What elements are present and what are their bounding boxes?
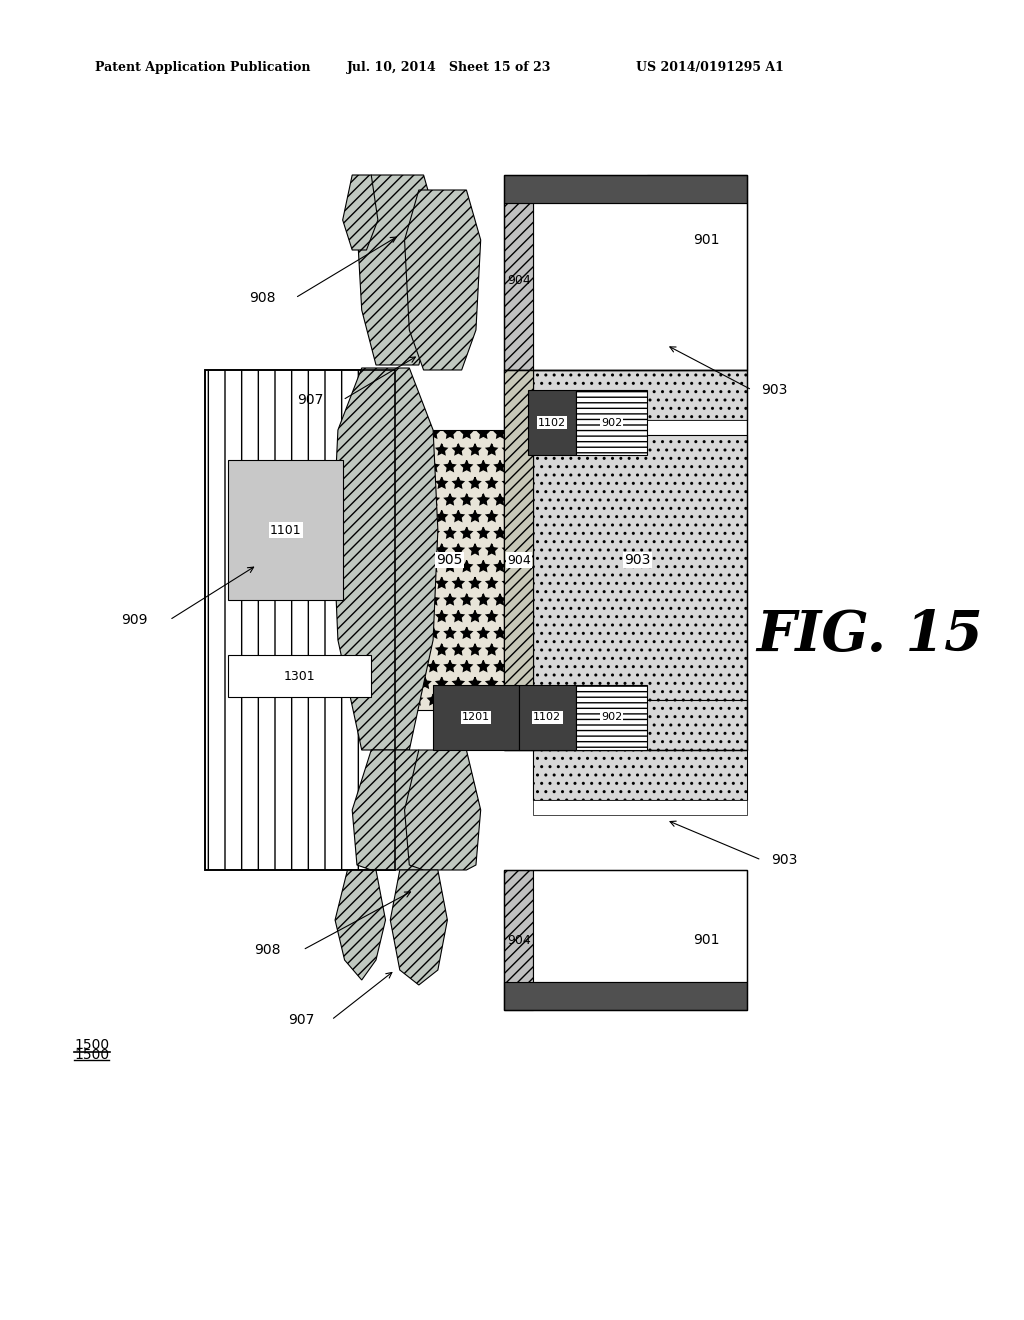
Bar — [519, 685, 575, 750]
Text: US 2014/0191295 A1: US 2014/0191295 A1 — [636, 62, 783, 74]
Text: 902: 902 — [601, 417, 623, 428]
Bar — [534, 700, 748, 750]
Bar — [534, 870, 748, 982]
Text: 904: 904 — [507, 933, 530, 946]
Text: 909: 909 — [121, 612, 147, 627]
Text: 908: 908 — [250, 290, 276, 305]
Bar — [505, 370, 748, 750]
Bar — [534, 203, 748, 370]
Bar — [505, 982, 748, 1010]
Text: 907: 907 — [297, 393, 324, 407]
Bar — [534, 420, 748, 436]
Bar — [505, 176, 748, 370]
Text: 904: 904 — [507, 553, 530, 566]
Polygon shape — [352, 750, 433, 870]
Text: 903: 903 — [762, 383, 787, 397]
Bar — [534, 370, 748, 420]
Bar — [534, 800, 748, 814]
Polygon shape — [404, 750, 480, 870]
Bar — [205, 370, 395, 870]
Polygon shape — [333, 368, 438, 750]
Bar — [575, 685, 647, 750]
Text: 1101: 1101 — [269, 524, 301, 536]
Bar — [205, 370, 395, 870]
Bar — [505, 370, 534, 750]
Text: 1500: 1500 — [75, 1038, 110, 1052]
Text: Jul. 10, 2014   Sheet 15 of 23: Jul. 10, 2014 Sheet 15 of 23 — [347, 62, 552, 74]
Text: 1500: 1500 — [75, 1048, 110, 1063]
Text: 903: 903 — [625, 553, 651, 568]
Bar — [505, 176, 748, 203]
Polygon shape — [404, 190, 480, 370]
Polygon shape — [343, 176, 378, 249]
Text: 905: 905 — [436, 553, 463, 568]
Bar — [534, 436, 748, 700]
Text: 1102: 1102 — [538, 417, 566, 428]
Bar — [528, 389, 575, 455]
Bar — [534, 750, 748, 800]
Polygon shape — [357, 176, 438, 366]
Text: Patent Application Publication: Patent Application Publication — [95, 62, 310, 74]
Polygon shape — [390, 870, 447, 985]
Bar — [647, 176, 748, 370]
Bar — [395, 430, 505, 710]
Text: 1301: 1301 — [284, 669, 315, 682]
Bar — [228, 459, 343, 601]
Text: 902: 902 — [601, 713, 623, 722]
Text: 1102: 1102 — [534, 713, 561, 722]
Bar — [433, 685, 519, 750]
Bar — [505, 203, 534, 370]
Bar — [505, 870, 748, 1010]
Text: 904: 904 — [507, 273, 530, 286]
Text: 907: 907 — [288, 1012, 314, 1027]
Bar — [505, 370, 534, 750]
Bar — [575, 389, 647, 455]
Bar — [505, 870, 534, 1010]
Text: 1201: 1201 — [462, 713, 490, 722]
Text: FIG. 15: FIG. 15 — [757, 607, 983, 663]
Text: 901: 901 — [693, 933, 720, 946]
Bar — [228, 655, 372, 697]
Text: 908: 908 — [254, 942, 281, 957]
Text: 903: 903 — [771, 853, 798, 867]
Polygon shape — [335, 870, 385, 979]
Text: 901: 901 — [693, 234, 720, 247]
